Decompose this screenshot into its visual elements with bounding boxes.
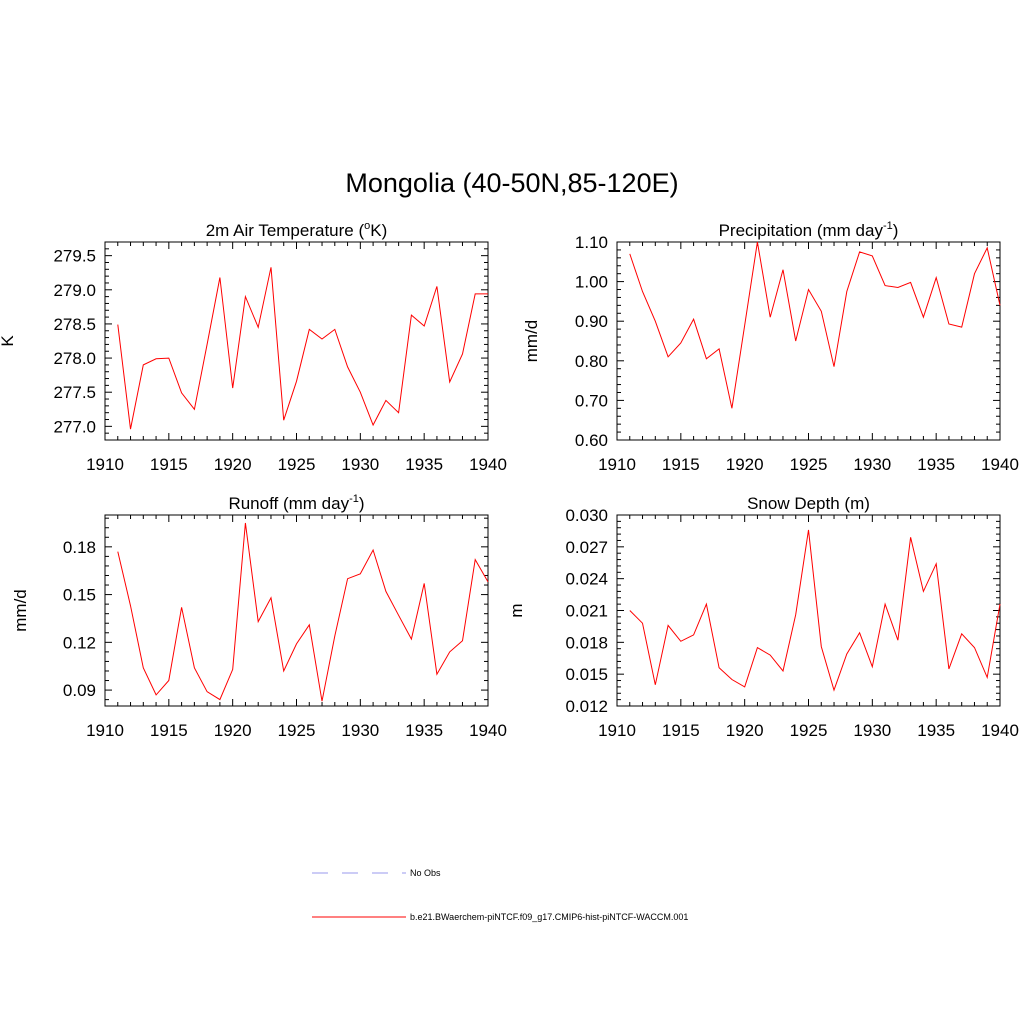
y-tick-label: 0.60	[575, 431, 608, 450]
y-tick-label: 279.0	[53, 281, 96, 300]
x-tick-label: 1940	[981, 455, 1019, 474]
series-line	[629, 529, 1001, 692]
x-tick-label: 1925	[790, 455, 828, 474]
y-axis-label: mm/d	[522, 320, 541, 363]
series-line	[117, 267, 488, 430]
y-axis-label: m	[507, 603, 526, 617]
x-tick-label: 1915	[662, 455, 700, 474]
chart-panel-3: Runoff (mm day-1) 1910 1915 1920 1925 1930 193…	[11, 493, 507, 740]
x-tick-label: 1935	[405, 455, 443, 474]
y-tick-label: 0.09	[63, 681, 96, 700]
x-tick-label: 1910	[598, 455, 636, 474]
y-tick-label: 278.5	[53, 315, 96, 334]
y-tick-label: 1.10	[575, 233, 608, 252]
x-tick-label: 1920	[214, 721, 252, 740]
panel-title: Runoff (mm day-1)	[228, 493, 364, 513]
chart-panel-4: Snow Depth (m) 1910 1915 1920 1925 1930 1935 19…	[507, 494, 1019, 740]
y-tick-label: 0.12	[63, 633, 96, 652]
chart-panel-2: Precipitation (mm day-1) 1910 1915 1920 1925…	[522, 220, 1019, 474]
x-tick-label: 1930	[853, 455, 891, 474]
y-tick-label: 279.5	[53, 247, 96, 266]
panel-title: 2m Air Temperature (oK)	[206, 220, 388, 240]
y-tick-label: 1.00	[575, 273, 608, 292]
y-tick-label: 0.027	[565, 538, 608, 557]
x-tick-label: 1940	[981, 721, 1019, 740]
panel-title: Snow Depth (m)	[747, 494, 870, 513]
y-tick-label: 0.90	[575, 312, 608, 331]
y-tick-label: 0.70	[575, 391, 608, 410]
x-tick-label: 1930	[341, 721, 379, 740]
legend-label-model: b.e21.BWaerchem-piNTCF.f09_g17.CMIP6-his…	[410, 912, 688, 922]
x-tick-label: 1925	[278, 455, 316, 474]
main-title: Mongolia (40-50N,85-120E)	[345, 168, 679, 198]
x-tick-label: 1910	[598, 721, 636, 740]
y-tick-label: 0.021	[565, 602, 608, 621]
x-tick-label: 1915	[150, 455, 188, 474]
x-tick-label: 1915	[662, 721, 700, 740]
x-tick-label: 1915	[150, 721, 188, 740]
x-tick-label: 1935	[405, 721, 443, 740]
y-tick-label: 0.024	[565, 570, 608, 589]
y-axis-label: K	[0, 335, 17, 347]
x-tick-label: 1920	[214, 455, 252, 474]
x-tick-label: 1940	[469, 721, 507, 740]
y-tick-label: 0.030	[565, 506, 608, 525]
y-tick-label: 0.012	[565, 697, 608, 716]
x-tick-label: 1935	[917, 455, 955, 474]
x-tick-label: 1930	[341, 455, 379, 474]
x-tick-label: 1910	[86, 455, 124, 474]
series-line	[117, 522, 489, 702]
y-tick-label: 278.0	[53, 349, 96, 368]
y-tick-label: 0.15	[63, 586, 96, 605]
legend-label-no-obs: No Obs	[410, 868, 441, 878]
y-tick-label: 0.015	[565, 665, 608, 684]
y-tick-label: 0.018	[565, 633, 608, 652]
x-tick-label: 1910	[86, 721, 124, 740]
chart-panel-1: 2m Air Temperature (oK) 1910 1915 1920 1925 1…	[0, 220, 507, 474]
x-tick-label: 1925	[278, 721, 316, 740]
x-tick-label: 1925	[790, 721, 828, 740]
y-tick-label: 277.0	[53, 417, 96, 436]
x-tick-label: 1920	[726, 721, 764, 740]
y-tick-label: 0.18	[63, 538, 96, 557]
y-tick-label: 277.5	[53, 383, 96, 402]
panel-title: Precipitation (mm day-1)	[719, 220, 899, 240]
x-tick-label: 1920	[726, 455, 764, 474]
x-tick-label: 1935	[917, 721, 955, 740]
x-tick-label: 1930	[853, 721, 891, 740]
series-line	[629, 241, 1001, 409]
x-tick-label: 1940	[469, 455, 507, 474]
y-tick-label: 0.80	[575, 352, 608, 371]
y-axis-label: mm/d	[11, 589, 30, 632]
